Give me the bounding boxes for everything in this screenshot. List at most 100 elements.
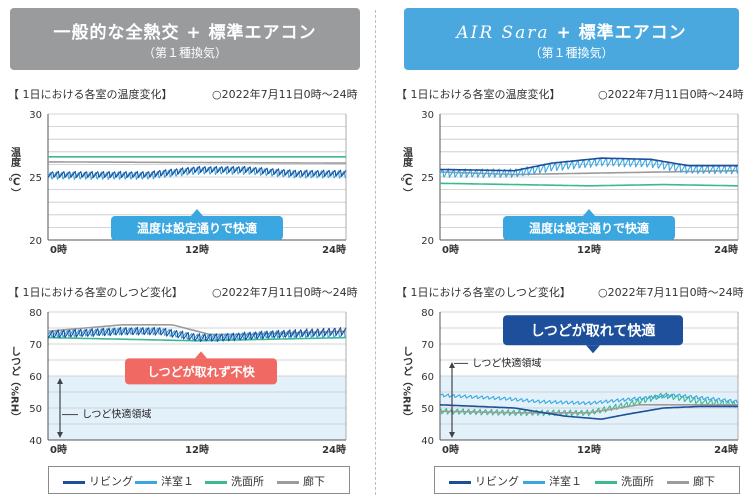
header-right-subtitle: （第１種換気） (529, 46, 614, 60)
legend-swatch (205, 480, 227, 484)
legend-swatch (667, 480, 689, 484)
series-line (440, 169, 738, 176)
x-tick-label: 12時 (185, 243, 209, 256)
comfort-band-label: しつど快適領域 (82, 408, 151, 421)
series-line (439, 157, 739, 179)
series-line (440, 182, 738, 187)
callout-text: しつどが取れて快適 (531, 323, 656, 340)
legend-swatch (595, 480, 617, 484)
x-tick-label: 24時 (714, 443, 738, 456)
series-line (47, 326, 347, 343)
legend-label: 廊下 (303, 475, 325, 488)
y-axis-label: 温度（℃） (8, 146, 22, 198)
humid-title-right: 【 1日における各室のしつど変化】 (396, 286, 571, 299)
legend-swatch (63, 480, 85, 484)
brand-logo: AIR Sara (456, 23, 550, 43)
legend-label: リビング (475, 475, 519, 488)
callout-box (503, 315, 683, 346)
legend-label: 廊下 (693, 475, 715, 488)
callout-box (111, 216, 283, 241)
callout-box (503, 216, 675, 241)
y-tick-label: 80 (421, 308, 434, 319)
legend-label: 洗面所 (621, 475, 654, 488)
y-tick-label: 20 (29, 236, 42, 247)
y-tick-label: 80 (29, 308, 42, 319)
y-tick-label: 60 (421, 372, 434, 383)
x-tick-label: 12時 (185, 443, 209, 456)
legend-left: リビング 洋室１ 洗面所 廊下 (48, 466, 350, 494)
temp-date-left: ○2022年7月11日0時～24時 (212, 88, 358, 101)
callout-text: 温度は設定通りで快適 (137, 221, 257, 236)
comfort-arrow-head (449, 362, 455, 368)
x-tick-label: 12時 (577, 443, 601, 456)
humid-chart-left: 40 50 60 70 80 0時 12時 24時 しつど（%RH） しつど快適領域 しつどが取れず… (9, 308, 347, 456)
y-tick-label: 25 (29, 173, 42, 184)
comfort-arrow-head (449, 432, 455, 438)
callout-text: しつどが取れず不快 (147, 364, 255, 379)
legend-label: リビング (89, 475, 133, 488)
header-left-title: 一般的な全熱交 + 標準エアコン (53, 23, 317, 43)
callout-pointer (195, 351, 207, 359)
comfort-arrow-head (57, 432, 63, 438)
x-tick-label: 24時 (714, 243, 738, 256)
legend-item: リビング (449, 473, 519, 489)
humid-title-left: 【 1日における各室のしつど変化】 (8, 286, 183, 299)
y-axis-label: しつど（%RH） (401, 346, 414, 422)
x-tick-label: 24時 (322, 443, 346, 456)
temp-date-right: ○2022年7月11日0時～24時 (598, 88, 744, 101)
callout-pointer (586, 345, 600, 354)
legend-item: 廊下 (667, 473, 715, 489)
x-tick-label: 24時 (322, 243, 346, 256)
legend-item: 洗面所 (205, 473, 264, 489)
legend-item: 洋室１ (135, 473, 194, 489)
header-right-title-rest: + 標準エアコン (549, 23, 687, 43)
temp-title-right: 【 1日における各室の温度変化】 (396, 88, 561, 101)
x-tick-label: 0時 (442, 443, 459, 456)
header-left-subtitle: （第１種換気） (142, 46, 227, 60)
y-axis-label: しつど（%RH） (9, 346, 22, 422)
legend-item: 洗面所 (595, 473, 654, 489)
legend-right: リビング 洋室１ 洗面所 廊下 (434, 466, 740, 494)
y-tick-label: 30 (421, 110, 434, 121)
y-tick-label: 50 (29, 404, 42, 415)
callout-box (125, 358, 277, 385)
humid-date-left: ○2022年7月11日0時～24時 (212, 286, 358, 299)
comfort-band-label: しつど快適領域 (472, 356, 541, 369)
y-axis-label: 温度（℃） (400, 146, 414, 198)
y-tick-label: 50 (421, 404, 434, 415)
header-right-title: AIR Sara + 標準エアコン (404, 18, 739, 43)
legend-swatch (135, 480, 157, 484)
series-line (439, 404, 738, 420)
header-left: 一般的な全熱交 + 標準エアコン （第１種換気） (10, 8, 360, 70)
series-line (48, 336, 346, 342)
y-tick-label: 40 (421, 436, 434, 447)
callout-text: 温度は設定通りで快適 (529, 221, 649, 236)
series-line (439, 393, 739, 406)
x-tick-label: 0時 (442, 243, 459, 256)
series-line (48, 161, 346, 164)
legend-item: 廊下 (277, 473, 325, 489)
legend-swatch (449, 480, 471, 484)
y-tick-label: 30 (29, 110, 42, 121)
series-line (440, 404, 738, 414)
temp-chart-left: 20 25 30 0時 12時 24時 温度（℃） 温度は設定通りで快適 (8, 110, 347, 256)
legend-label: 洗面所 (231, 475, 264, 488)
legend-label: 洋室１ (161, 475, 194, 488)
y-tick-label: 25 (421, 173, 434, 184)
y-tick-label: 60 (29, 372, 42, 383)
y-tick-label: 70 (421, 340, 434, 351)
legend-item: 洋室１ (523, 473, 582, 489)
series-line (47, 165, 347, 179)
legend-item: リビング (63, 473, 133, 489)
y-tick-label: 20 (421, 236, 434, 247)
comfort-arrow-head (57, 378, 63, 384)
center-divider (375, 10, 376, 495)
legend-swatch (277, 480, 299, 484)
legend-swatch (523, 480, 545, 484)
x-tick-label: 0時 (50, 443, 67, 456)
x-tick-label: 0時 (50, 243, 67, 256)
x-tick-label: 12時 (577, 243, 601, 256)
callout-pointer (191, 209, 203, 217)
humid-chart-right: 40 50 60 70 80 0時 12時 24時 しつど（%RH） しつど快適領域 しつどが取れて… (401, 308, 739, 456)
y-tick-label: 40 (29, 436, 42, 447)
